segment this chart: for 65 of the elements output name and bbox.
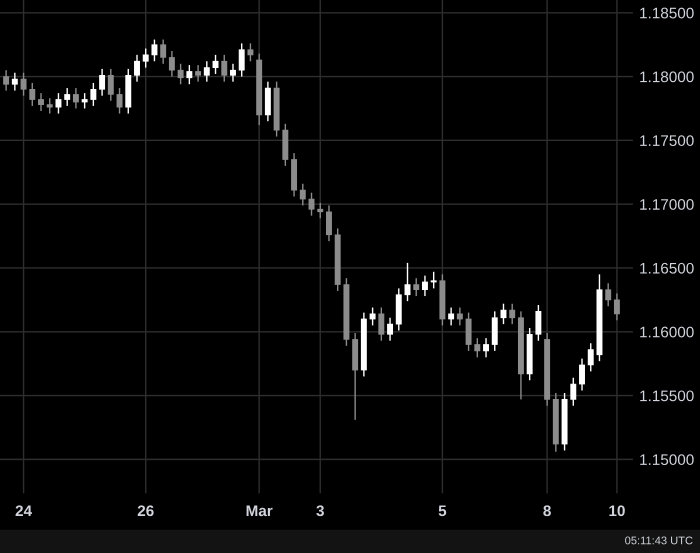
candlestick [151, 38, 158, 62]
candlestick [29, 82, 36, 107]
candlestick [509, 303, 516, 325]
candlestick [422, 274, 428, 297]
x-tick-label: 8 [543, 505, 551, 516]
candlestick [605, 282, 612, 307]
x-tick-label: 3 [316, 505, 324, 516]
candlestick [142, 48, 149, 68]
candlestick [579, 358, 585, 392]
candlestick [500, 303, 506, 325]
candlestick [212, 54, 218, 75]
candlestick [168, 50, 175, 78]
candlestick [12, 72, 18, 92]
candlestick [20, 72, 27, 96]
candlestick [483, 337, 489, 358]
candlestick [326, 204, 332, 242]
candlestick [300, 183, 306, 206]
candlestick [178, 63, 184, 85]
candlestick [430, 271, 437, 290]
y-tick-label: 1.17000 [640, 199, 694, 210]
candlestick [614, 292, 620, 321]
candlestick [221, 54, 228, 82]
text: 05:11:43 UTC [625, 536, 693, 544]
candlestick [90, 82, 96, 107]
candlestick [160, 38, 166, 64]
candlestick [387, 317, 394, 342]
candlestick [404, 262, 410, 302]
y-tick-label: 1.17500 [640, 135, 694, 146]
x-tick-label: 26 [138, 505, 154, 516]
x-tick-label: 24 [16, 505, 32, 516]
candlestick [134, 54, 140, 82]
y-tick-label: 1.16000 [640, 326, 694, 338]
candlestick [116, 87, 123, 114]
candlestick [535, 304, 542, 342]
candlestick [308, 192, 314, 216]
candlestick [72, 87, 79, 110]
candlestick [204, 60, 210, 82]
candlestick [413, 277, 420, 297]
candlestick [448, 306, 454, 326]
y-tick-label: 1.15000 [640, 454, 694, 466]
candlestick [186, 64, 192, 85]
candlestick [378, 306, 384, 342]
x-tick-label: 10 [609, 505, 625, 516]
x-tick-label: Mar [246, 506, 273, 516]
candlestick [38, 92, 44, 112]
candlestick [3, 69, 10, 92]
candlestick [456, 306, 463, 326]
candlestick [570, 377, 576, 406]
candlestick [230, 63, 236, 82]
candlestick [64, 87, 70, 107]
candlestick [108, 68, 114, 102]
candlestick [474, 337, 480, 358]
candlestick [82, 92, 88, 110]
candlestick [238, 42, 245, 78]
candlestick [99, 68, 106, 96]
y-tick-label: 1.15500 [640, 390, 694, 402]
y-tick-label: 1.18000 [640, 71, 694, 82]
x-tick-label: 5 [438, 506, 446, 516]
candlestick [247, 42, 254, 62]
candlestick [370, 306, 376, 326]
candlestick [588, 342, 594, 372]
y-tick-label: 1.16500 [640, 262, 694, 274]
candlestick [195, 64, 202, 82]
y-tick-label: 1.18500 [640, 8, 694, 18]
candlestick [55, 92, 62, 114]
